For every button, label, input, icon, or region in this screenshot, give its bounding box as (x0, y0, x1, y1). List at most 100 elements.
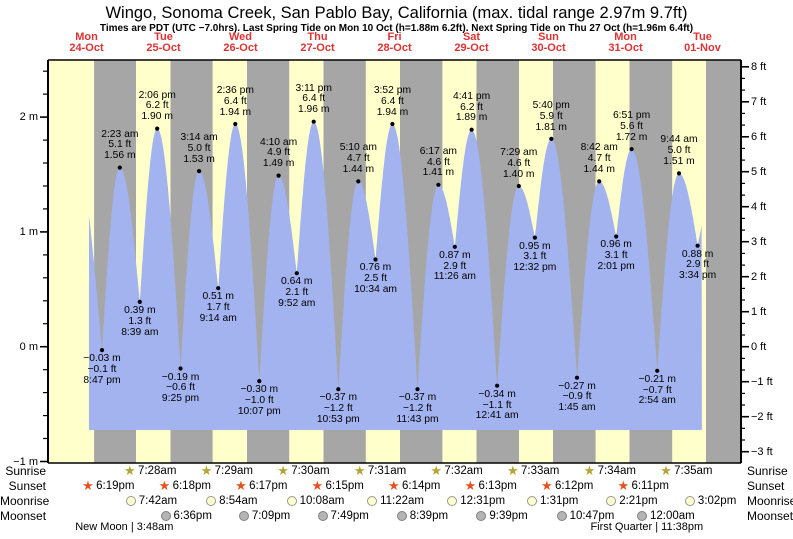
astro-row-label-right-sunrise: Sunrise (747, 464, 788, 478)
tide-event-line: 0.87 m (439, 249, 471, 261)
tide-event-line: 0.96 m (600, 239, 632, 251)
tide-event-line: 0.88 m (681, 248, 714, 260)
day-label: Sat 29-Oct (440, 32, 504, 54)
tide-event-dot (233, 121, 238, 127)
right-axis-tick-label: −1 ft (751, 375, 773, 388)
tide-event-annotation: 0.51 m 1.7 ft 9:14 am (176, 291, 260, 324)
tide-event-dot (155, 126, 160, 131)
tide-event-line: 1.89 m (455, 112, 488, 124)
sunrise-icon: ★ (277, 463, 289, 478)
tide-event-line: 9:52 am (278, 297, 316, 309)
tide-event-line: 2:36 pm (216, 84, 254, 96)
tide-event-line: 2.1 ft (285, 287, 309, 299)
tide-event-line: 1.94 m (219, 106, 252, 118)
astro-time: 7:09pm (251, 510, 291, 522)
tide-event-line: 3:34 pm (679, 270, 717, 282)
right-axis-tick-label: −3 ft (751, 445, 773, 458)
tide-event-line: 8:42 am (580, 142, 618, 154)
moon-phase-label: New Moon | 3:48am (75, 521, 174, 533)
right-axis-tick-label: 6 ft (751, 130, 767, 143)
tide-event-annotation: 9:44 am 5.0 ft 1.51 m (637, 135, 721, 167)
astro-time: 1:31pm (540, 495, 579, 507)
moonrise-icon (684, 496, 695, 506)
tide-event-annotation: 7:29 am 4.6 ft 1.40 m (477, 147, 561, 180)
tide-event-line: −0.03 m (83, 353, 121, 365)
tide-event-line: 0.95 m (519, 240, 551, 252)
tide-curve-fill (89, 121, 702, 430)
tide-event-dot (99, 348, 105, 353)
tide-event-line: −0.7 ft (642, 384, 672, 396)
tide-event-line: −1.2 ft (323, 402, 353, 414)
astro-time: 7:33am (520, 465, 560, 477)
tide-event-line: −1.1 ft (482, 399, 512, 411)
tide-event-dot (276, 173, 281, 178)
tide-event-line: 1.3 ft (128, 315, 152, 327)
tide-event-annotation: 5:10 am 4.7 ft 1.44 m (316, 143, 400, 175)
tide-event-annotation: −0.37 m −1.2 ft 10:53 pm (296, 392, 380, 425)
astro-row-label-right-sunset: Sunset (747, 479, 785, 493)
tide-event-line: 5.6 ft (620, 121, 644, 133)
tide-event-line: 5:10 am (339, 142, 377, 154)
moonset-icon (317, 511, 328, 521)
tide-event-dot (137, 299, 142, 304)
tide-event-dot (390, 121, 395, 127)
day-name: Sun (538, 31, 559, 43)
sunset-icon: ★ (387, 478, 400, 493)
sunrise-icon: ★ (506, 463, 519, 478)
astro-time: 7:29am (214, 465, 253, 477)
tide-event-line: 11:26 am (433, 271, 476, 283)
tide-event-line: 4:10 am (259, 136, 298, 148)
tide-event-dot (415, 387, 420, 392)
astro-row-label-left-moonrise: Moonrise (0, 494, 50, 508)
tide-event-dot (695, 243, 700, 248)
tide-event-dot (356, 179, 361, 184)
tide-event-line: −0.34 m (478, 388, 516, 400)
tide-event-line: 6:17 am (419, 145, 458, 157)
sunset-icon: ★ (158, 478, 171, 493)
tide-event-line: 2.9 ft (443, 260, 467, 272)
astro-time: 8:54am (219, 495, 258, 507)
day-date: 26-Oct (223, 42, 258, 54)
astro-time: 6:12pm (554, 480, 594, 492)
day-date: 29-Oct (454, 42, 489, 54)
day-label: Mon 24-Oct (55, 32, 119, 54)
astro-time: 6:14pm (401, 480, 441, 492)
tide-event-annotation: 2:23 am 5.1 ft 1.56 m (78, 129, 162, 162)
sunset-icon: ★ (464, 478, 477, 493)
tide-event-dot (597, 179, 602, 184)
tide-event-annotation: 4:41 pm 6.2 ft 1.89 m (430, 91, 514, 124)
tide-event-line: 0.76 m (359, 262, 392, 274)
tide-event-line: −1.0 ft (244, 394, 274, 406)
day-name: Wed (228, 31, 253, 43)
astro-time: 6:36pm (173, 510, 212, 522)
astro-time: 6:15pm (325, 480, 364, 492)
day-label: Mon 31-Oct (594, 32, 658, 54)
tide-event-line: 1:45 am (558, 402, 596, 414)
tide-event-line: 0.39 m (124, 304, 156, 316)
sunrise-icon: ★ (430, 463, 443, 478)
tide-event-line: 6.4 ft (380, 95, 404, 107)
tide-event-dot (311, 119, 316, 124)
tide-event-line: 10:07 pm (237, 405, 281, 417)
tide-event-line: 1.41 m (422, 167, 455, 179)
moon-phase-label: First Quarter | 11:38pm (590, 521, 704, 533)
tide-event-dot (549, 136, 554, 141)
tide-event-line: 3:14 am (180, 132, 218, 144)
astro-time: 11:22am (380, 495, 424, 507)
tide-event-line: 1.53 m (183, 153, 215, 165)
tide-event-line: 12:41 am (475, 410, 519, 422)
astro-row-label-left-moonset: Moonset (0, 509, 47, 523)
tide-event-annotation: 6:51 pm 5.6 ft 1.72 m (590, 110, 674, 143)
moonrise-icon (606, 496, 617, 506)
day-label: Tue 25-Oct (132, 32, 196, 54)
astro-time: 7:49pm (330, 510, 369, 522)
day-name: Tue (154, 31, 173, 43)
tide-event-line: 1.72 m (615, 131, 648, 143)
tide-event-line: 8:47 pm (83, 374, 121, 386)
sunset-icon: ★ (235, 478, 247, 493)
left-axis-tick-label: −1 m (13, 455, 38, 468)
sunrise-icon: ★ (200, 463, 213, 478)
tide-event-annotation: 2:36 pm 6.4 ft 1.94 m (193, 84, 277, 118)
tide-event-annotation: −0.34 m −1.1 ft 12:41 am (455, 388, 539, 422)
